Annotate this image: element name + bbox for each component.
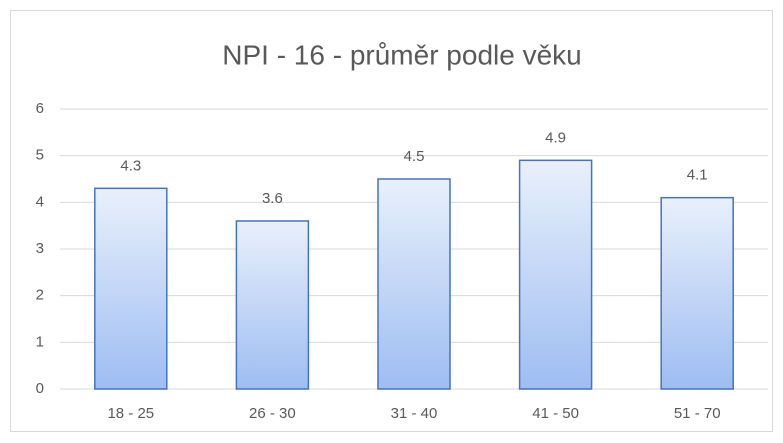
bar: [660, 196, 734, 390]
x-tick-label: 26 - 30: [249, 405, 296, 422]
bar: [235, 220, 310, 390]
x-tick-label: 18 - 25: [107, 405, 154, 422]
data-label: 4.9: [545, 129, 566, 146]
y-tick-label: 1: [36, 333, 44, 350]
y-tick-label: 4: [36, 193, 44, 210]
y-tick-label: 2: [36, 287, 44, 304]
data-label: 3.6: [262, 190, 283, 207]
x-tick-label: 51 - 70: [674, 405, 721, 422]
bar: [377, 178, 451, 390]
chart-title: NPI - 16 - průměr podle věku: [222, 39, 582, 70]
y-tick-label: 5: [36, 147, 44, 164]
y-tick-label: 0: [36, 380, 44, 397]
data-label: 4.5: [404, 148, 425, 165]
data-label: 4.3: [120, 157, 141, 174]
x-tick-label: 41 - 50: [532, 405, 579, 422]
x-tick-label: 31 - 40: [391, 405, 438, 422]
y-tick-label: 3: [36, 240, 44, 257]
y-tick-label: 6: [36, 100, 44, 117]
bar: [94, 187, 168, 390]
bar: [518, 159, 593, 390]
data-label: 4.1: [687, 167, 708, 184]
